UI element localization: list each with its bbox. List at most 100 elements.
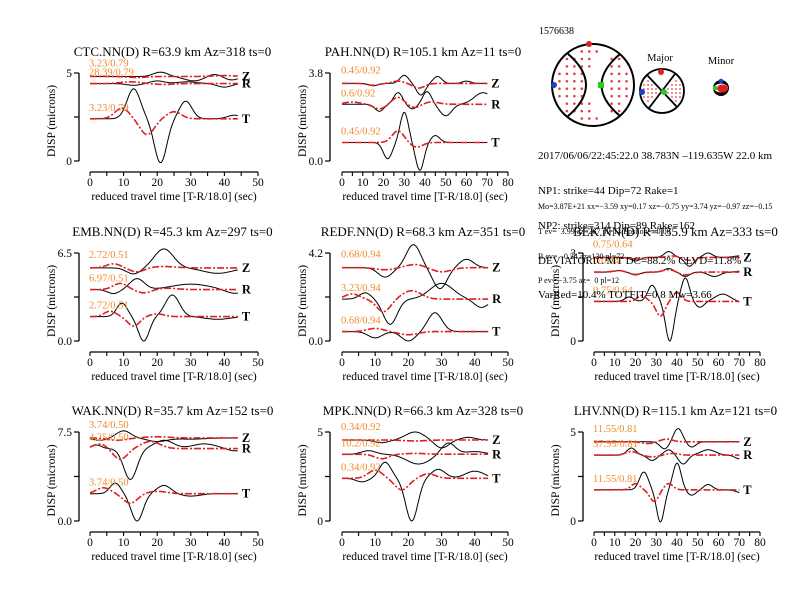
x-tick-label: 20 — [151, 537, 163, 549]
compression-dot — [675, 92, 677, 94]
waveform-panel-wak: WAK.NN(D) R=35.7 km Az=152 ts=0 7.5 0.0DIS… — [46, 403, 273, 563]
synthetic-trace — [90, 81, 238, 86]
p-axis-marker — [551, 82, 557, 88]
fit-label: 37.95/0.81 — [593, 439, 638, 450]
compression-dot — [587, 65, 591, 68]
component-label: Z — [242, 70, 250, 84]
compression-dot — [651, 88, 653, 90]
fit-label: 10.2/0.92 — [341, 438, 381, 449]
component-r: 28.39/0.79 R — [89, 68, 252, 91]
data-trace — [342, 244, 489, 290]
y-axis-label: DISP (microns) — [550, 444, 562, 516]
t-axis-marker — [658, 69, 664, 75]
x-axis-label: reduced travel time [T-R/18.0] (sec) — [342, 191, 507, 203]
compression-dot — [675, 96, 677, 98]
synthetic-trace — [342, 327, 489, 336]
compression-dot — [675, 100, 677, 102]
x-tick-label: 50 — [440, 177, 452, 189]
synthetic-trace — [342, 130, 488, 148]
panel-title: REDF.NN(D) R=68.3 km Az=351 ts=0 — [321, 224, 525, 239]
fit-label: 0.34/0.92 — [341, 462, 381, 473]
x-tick-label: 60 — [713, 537, 725, 549]
tensor-info: Mo=3.87E+21 xx=−3.59 xy=0.17 xz=−0.75 yy… — [538, 187, 772, 294]
compression-dot — [667, 88, 669, 90]
p-axis-marker — [639, 89, 645, 95]
synthetic-trace — [594, 269, 740, 276]
y-tick-label: 5 — [570, 427, 576, 439]
x-tick-label: 10 — [357, 177, 369, 189]
compression-dot — [610, 57, 613, 61]
x-tick-label: 40 — [671, 537, 683, 549]
x-axis-label: reduced travel time [T-R/18.0] (sec) — [91, 371, 256, 383]
data-trace — [90, 482, 238, 522]
t-axis-marker — [586, 41, 592, 47]
compression-dot — [647, 92, 649, 94]
panel-title: EMB.NN(D) R=45.3 km Az=297 ts=0 — [72, 224, 272, 239]
compression-dot — [573, 79, 576, 83]
compression-dot — [610, 109, 613, 113]
compression-dot — [679, 92, 681, 94]
synthetic-trace — [594, 255, 740, 262]
y-tick-label: 5 — [66, 68, 72, 80]
component-t: 11.55/0.81 T — [593, 462, 752, 523]
compression-dot — [565, 94, 569, 98]
compression-dot — [587, 50, 591, 53]
compression-dot — [573, 94, 576, 98]
x-tick-label: 60 — [461, 177, 473, 189]
component-label: T — [743, 483, 752, 497]
component-label: T — [491, 135, 500, 149]
data-trace — [342, 431, 489, 449]
panel-title: MPK.NN(D) R=66.3 km Az=328 ts=0 — [323, 403, 523, 418]
compression-dot — [617, 79, 621, 83]
x-tick-label: 70 — [734, 357, 746, 369]
fit-label: 0.45/0.92 — [341, 65, 381, 76]
compression-dot — [580, 57, 584, 61]
compression-dot — [565, 102, 569, 105]
x-tick-label: 10 — [609, 537, 621, 549]
compression-dot — [580, 50, 584, 53]
data-trace — [594, 447, 740, 465]
component-t: 2.72/0.51 T — [89, 294, 251, 342]
compression-dot — [647, 80, 649, 82]
y-tick-label: 6.5 — [58, 248, 73, 260]
component-label: R — [743, 448, 753, 462]
compression-dot — [587, 117, 591, 120]
x-tick-label: 40 — [469, 357, 481, 369]
component-r: 6.97/0.51 R — [89, 274, 252, 297]
compression-dot — [565, 65, 569, 68]
x-tick-label: 10 — [118, 177, 130, 189]
compression-dot — [587, 57, 591, 61]
x-tick-label: 70 — [734, 537, 746, 549]
component-z: 3.74/0.50 Z — [89, 420, 250, 445]
component-label: Z — [242, 261, 250, 275]
synthetic-trace — [342, 469, 489, 491]
compression-dot — [610, 94, 613, 98]
compression-dot — [679, 88, 681, 90]
compression-dot — [625, 87, 628, 91]
compression-dot — [617, 94, 621, 98]
component-z: 3.23/0.79 Z — [89, 59, 250, 84]
synthetic-trace — [90, 310, 238, 327]
x-tick-label: 20 — [378, 177, 390, 189]
component-z: 0.45/0.92 Z — [341, 65, 500, 96]
x-tick-label: 50 — [502, 537, 514, 549]
component-r: 0.6/0.92 R — [341, 88, 501, 117]
y-tick-label: 0 — [317, 516, 323, 528]
data-trace — [342, 111, 488, 171]
compression-dot — [573, 65, 576, 68]
synthetic-trace — [594, 450, 740, 458]
component-t: 0.34/0.92 T — [341, 461, 501, 522]
y-axis-label: DISP (microns) — [550, 265, 562, 337]
data-trace — [594, 250, 740, 267]
info-line-mo: Mo=3.87E+21 xx=−3.59 xy=0.17 xz=−0.75 yy… — [538, 202, 773, 212]
x-tick-label: 50 — [252, 537, 264, 549]
compression-dot — [580, 117, 584, 120]
x-tick-label: 0 — [339, 177, 345, 189]
beachball-minor — [712, 78, 729, 96]
x-tick-label: 60 — [713, 357, 725, 369]
x-tick-label: 30 — [185, 357, 197, 369]
